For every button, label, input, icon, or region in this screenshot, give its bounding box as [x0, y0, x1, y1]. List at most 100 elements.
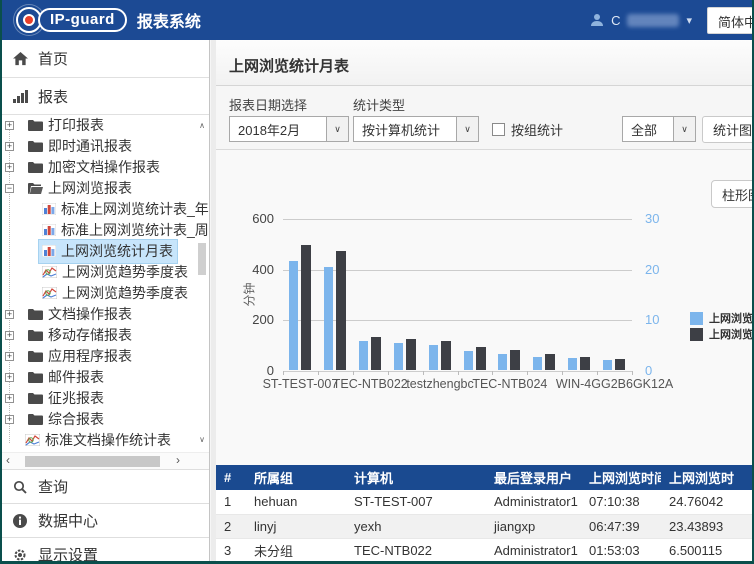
- vertical-scroll-thumb[interactable]: [198, 243, 206, 275]
- x-axis-label: testzhengbc: [406, 377, 474, 391]
- right-axis-tick: 0: [645, 363, 653, 378]
- table-header-cell[interactable]: 上网浏览时间: [581, 465, 661, 490]
- expand-icon[interactable]: +: [5, 330, 14, 340]
- scroll-left-icon[interactable]: ‹: [6, 453, 10, 467]
- report-bars-icon: [12, 89, 28, 103]
- group-stat-checkbox-wrap[interactable]: 按组统计: [492, 120, 563, 139]
- tree-item-body[interactable]: 上网浏览趋势季度表: [39, 261, 192, 284]
- scope-select[interactable]: 全部 ∨: [622, 116, 696, 142]
- expand-icon[interactable]: +: [5, 120, 14, 130]
- user-name[interactable]: C: [611, 12, 621, 28]
- expand-icon[interactable]: +: [5, 162, 14, 172]
- gridline: [283, 320, 632, 322]
- tree-item[interactable]: + 文档操作报表: [0, 304, 209, 325]
- report-date-select[interactable]: 2018年2月 ∨: [229, 116, 349, 142]
- tree-item[interactable]: 上网浏览趋势季度表: [0, 283, 209, 304]
- legend-entry[interactable]: 上网浏览时: [690, 326, 754, 342]
- tree-item-body[interactable]: 邮件报表: [25, 366, 108, 389]
- scroll-up-icon[interactable]: ∧: [199, 121, 205, 130]
- chevron-down-icon[interactable]: ∨: [456, 117, 478, 141]
- table-header-cell[interactable]: 计算机: [346, 465, 486, 490]
- tree-item[interactable]: 标准上网浏览统计表_年: [0, 199, 209, 220]
- right-axis-tick: 20: [645, 261, 660, 277]
- tree-item[interactable]: + 应用程序报表: [0, 346, 209, 367]
- tree-item[interactable]: + 移动存储报表: [0, 325, 209, 346]
- tree-item[interactable]: 上网浏览统计月表: [0, 239, 209, 264]
- horizontal-scroll-thumb[interactable]: [25, 456, 160, 467]
- sidebar-item-home[interactable]: 首页: [0, 40, 209, 78]
- tree-item-body[interactable]: 移动存储报表: [25, 324, 136, 347]
- tree-horizontal-scrollbar[interactable]: ‹ ›: [0, 452, 209, 469]
- scroll-down-icon[interactable]: ∨: [199, 435, 205, 444]
- table-row[interactable]: 3 未分组 TEC-NTB022 Administrator1 01:53:03 6.50…: [216, 538, 754, 563]
- table-header-cell[interactable]: 最后登录用户: [486, 465, 581, 490]
- search-icon: [12, 480, 28, 494]
- expand-icon[interactable]: +: [5, 351, 14, 361]
- tree-item-body[interactable]: 文档操作报表: [25, 303, 136, 326]
- tree-item-body[interactable]: 打印报表: [25, 115, 108, 137]
- page-title-band: 上网浏览统计月表: [216, 40, 754, 86]
- table-header-cell[interactable]: 所属组: [246, 465, 346, 490]
- tree-item[interactable]: + 打印报表: [0, 115, 209, 136]
- expand-icon[interactable]: +: [5, 414, 14, 424]
- tree-item-body[interactable]: 标准上网浏览统计表_年: [39, 198, 209, 221]
- tree-item[interactable]: + 征兆报表: [0, 388, 209, 409]
- legend-label: 上网浏览时: [709, 313, 754, 325]
- stat-type-select[interactable]: 按计算机统计 ∨: [353, 116, 479, 142]
- legend-swatch: [690, 327, 703, 341]
- tree-item-body[interactable]: 综合报表: [25, 408, 108, 431]
- tree-item-label: 标准上网浏览统计表_周: [61, 222, 209, 238]
- chevron-down-icon[interactable]: ∨: [326, 117, 348, 141]
- view-toggle-button[interactable]: 统计图 +: [702, 116, 754, 143]
- expand-icon[interactable]: +: [5, 309, 14, 319]
- expand-icon[interactable]: +: [5, 141, 14, 151]
- tree-item-body[interactable]: 上网浏览报表: [25, 177, 136, 200]
- tree-item[interactable]: + 综合报表: [0, 409, 209, 430]
- collapse-icon[interactable]: −: [5, 183, 14, 193]
- tree-item-body[interactable]: 征兆报表: [25, 387, 108, 410]
- chevron-down-icon[interactable]: ∨: [673, 117, 695, 141]
- tree-item-body[interactable]: 即时通讯报表: [25, 135, 136, 158]
- sidebar-item-reports[interactable]: 报表: [0, 78, 209, 115]
- sidebar-item-data-center[interactable]: 数据中心: [0, 503, 209, 537]
- chart-type-button[interactable]: 柱形图: [711, 180, 754, 208]
- tree-item-label: 标准上网浏览统计表_年: [61, 201, 209, 217]
- tree-item-selected[interactable]: 上网浏览统计月表: [38, 239, 178, 264]
- tree-item[interactable]: 标准文档操作统计表: [0, 430, 209, 451]
- expand-icon[interactable]: +: [5, 393, 14, 403]
- sidebar-item-query[interactable]: 查询: [0, 469, 209, 503]
- report-tree: + 打印报表 + 即时通讯报表 + 加密文档操作报表 − 上网浏览报表 标准上网浏览统计表_年标…: [0, 115, 209, 452]
- tree-item-body[interactable]: 加密文档操作报表: [25, 156, 164, 179]
- folder-icon: [28, 140, 43, 152]
- group-stat-checkbox[interactable]: [492, 123, 505, 136]
- sidebar-item-display-settings[interactable]: 显示设置: [0, 537, 209, 564]
- tree-item[interactable]: 标准上网浏览统计表_周: [0, 220, 209, 241]
- tree-vertical-scrollbar[interactable]: ∧ ∨: [197, 119, 207, 446]
- tree-item-body[interactable]: 标准上网浏览统计表_周: [39, 219, 209, 242]
- x-axis-tick: [562, 371, 564, 375]
- scroll-right-icon[interactable]: ›: [176, 453, 180, 467]
- tree-item[interactable]: + 即时通讯报表: [0, 136, 209, 157]
- tree-item[interactable]: + 邮件报表: [0, 367, 209, 388]
- user-menu-caret-icon[interactable]: ▾: [686, 14, 692, 27]
- table-header-cell[interactable]: 上网浏览时: [661, 465, 754, 490]
- table-row[interactable]: 2 linyj yexh jiangxp 06:47:39 23.43893: [216, 514, 754, 539]
- filter-band: 报表日期选择 统计类型 2018年2月 ∨ 按计算机统计 ∨ 按组统计 全部 ∨…: [216, 86, 754, 150]
- user-icon: [590, 13, 604, 27]
- legend-entry[interactable]: 上网浏览时: [690, 310, 754, 326]
- tree-item-body[interactable]: 标准文档操作统计表: [22, 429, 175, 452]
- bar-blue: [393, 343, 403, 370]
- tree-item-body[interactable]: 上网浏览趋势季度表: [39, 282, 192, 305]
- sidebar-item-label: 查询: [38, 479, 69, 496]
- tree-item[interactable]: 上网浏览趋势季度表: [0, 262, 209, 283]
- table-header-cell[interactable]: #: [216, 465, 246, 490]
- table-row[interactable]: 1 hehuan ST-TEST-007 Administrator1 07:10:38…: [216, 490, 754, 515]
- tree-item[interactable]: + 加密文档操作报表: [0, 157, 209, 178]
- tree-item[interactable]: − 上网浏览报表: [0, 178, 209, 199]
- user-name-redacted: [627, 13, 680, 27]
- expand-icon[interactable]: +: [5, 372, 14, 382]
- bar-blue: [358, 341, 368, 370]
- table-cell: 23.43893: [661, 514, 754, 539]
- language-button[interactable]: 简体中: [706, 6, 754, 34]
- tree-item-body[interactable]: 应用程序报表: [25, 345, 136, 368]
